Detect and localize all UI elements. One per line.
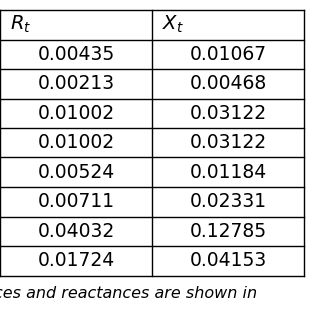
Text: 0.01002: 0.01002 <box>37 133 115 152</box>
Text: 0.03122: 0.03122 <box>189 104 267 123</box>
Text: 0.03122: 0.03122 <box>189 133 267 152</box>
Text: 0.12785: 0.12785 <box>189 222 267 241</box>
Text: ces and reactances are shown in: ces and reactances are shown in <box>0 285 257 300</box>
Text: 0.01067: 0.01067 <box>189 45 267 64</box>
Text: 0.00435: 0.00435 <box>37 45 115 64</box>
Text: $X_t$: $X_t$ <box>162 14 184 36</box>
Text: 0.01724: 0.01724 <box>37 251 115 270</box>
Text: $R_t$: $R_t$ <box>10 14 31 36</box>
Text: 0.01002: 0.01002 <box>37 104 115 123</box>
Text: 0.00468: 0.00468 <box>189 74 267 93</box>
Text: 0.00524: 0.00524 <box>37 163 115 182</box>
Text: 0.04153: 0.04153 <box>189 251 267 270</box>
Text: 0.04032: 0.04032 <box>37 222 115 241</box>
Text: 0.02331: 0.02331 <box>189 192 267 211</box>
Text: 0.01184: 0.01184 <box>189 163 267 182</box>
Text: 0.00213: 0.00213 <box>37 74 115 93</box>
Text: 0.00711: 0.00711 <box>37 192 115 211</box>
